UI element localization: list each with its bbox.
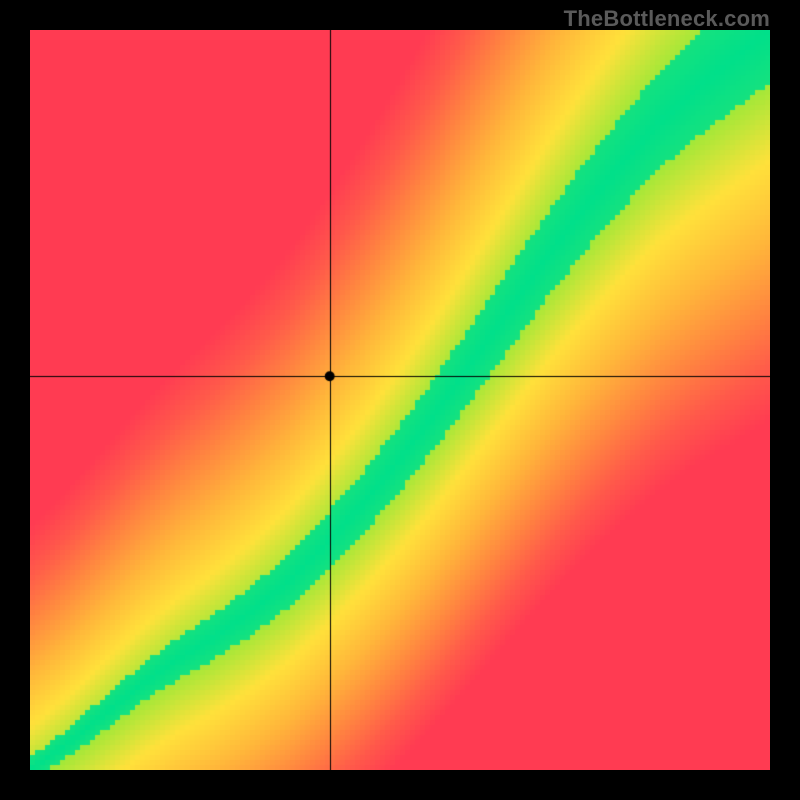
chart-container: TheBottleneck.com <box>0 0 800 800</box>
watermark-text: TheBottleneck.com <box>564 6 770 32</box>
heatmap-canvas <box>30 30 770 770</box>
plot-area <box>30 30 770 770</box>
